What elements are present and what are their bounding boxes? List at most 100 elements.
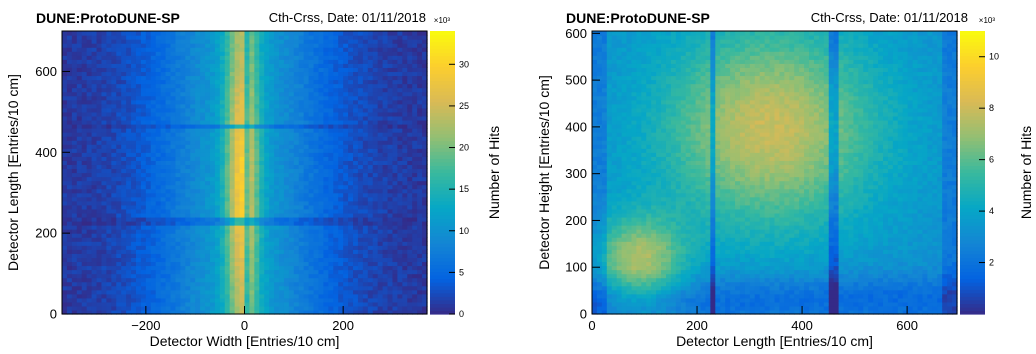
heatmap-cell xyxy=(318,184,325,190)
heatmap-cell xyxy=(219,79,226,85)
heatmap-cell xyxy=(66,107,73,113)
heatmap-cell xyxy=(91,200,98,206)
heatmap-cell xyxy=(209,172,216,178)
heatmap-cell xyxy=(111,99,117,105)
heatmap-cell xyxy=(298,265,305,271)
heatmap-cell xyxy=(81,47,88,52)
heatmap-cell xyxy=(333,35,339,40)
heatmap-cell xyxy=(387,172,394,178)
heatmap-cell xyxy=(353,285,359,291)
heatmap-cell xyxy=(185,233,191,238)
heatmap-cell xyxy=(367,39,374,44)
heatmap-cell xyxy=(298,184,305,190)
heatmap-cell xyxy=(269,172,275,178)
heatmap-cell xyxy=(76,91,83,97)
heatmap-cell xyxy=(269,67,275,73)
heatmap-cell xyxy=(254,176,260,182)
heatmap-cell xyxy=(249,83,255,89)
heatmap-cell xyxy=(229,301,236,307)
heatmap-cell xyxy=(283,168,290,174)
heatmap-cell xyxy=(175,43,181,48)
heatmap-cell xyxy=(126,128,132,133)
heatmap-cell xyxy=(219,148,226,153)
heatmap-cell xyxy=(150,289,157,295)
heatmap-cell xyxy=(214,192,221,198)
heatmap-cell xyxy=(71,285,78,291)
heatmap-cell xyxy=(160,188,167,194)
heatmap-cell xyxy=(387,196,394,202)
heatmap-cell xyxy=(377,35,384,40)
heatmap-cell xyxy=(135,176,142,182)
heatmap-cell xyxy=(229,55,236,60)
heatmap-cell xyxy=(308,212,315,218)
heatmap-cell xyxy=(323,144,329,149)
heatmap-cell xyxy=(229,107,236,113)
heatmap-cell xyxy=(96,152,103,157)
heatmap-cell xyxy=(293,229,300,234)
heatmap-cell xyxy=(96,156,103,161)
heatmap-cell xyxy=(180,225,186,230)
heatmap-cell xyxy=(76,172,83,178)
heatmap-cell xyxy=(367,111,374,117)
heatmap-cell xyxy=(66,156,73,161)
heatmap-cell xyxy=(101,293,107,299)
heatmap-cell xyxy=(62,277,68,283)
heatmap-cell xyxy=(372,309,379,315)
heatmap-cell xyxy=(200,249,206,254)
heatmap-cell xyxy=(397,245,403,250)
heatmap-cell xyxy=(338,188,344,194)
heatmap-cell xyxy=(126,55,132,60)
heatmap-cell xyxy=(367,55,374,60)
heatmap-cell xyxy=(106,168,112,174)
heatmap-cell xyxy=(81,75,88,81)
heatmap-cell xyxy=(219,71,226,77)
heatmap-cell xyxy=(392,188,398,194)
heatmap-cell xyxy=(279,253,285,258)
heatmap-cell xyxy=(338,196,344,202)
heatmap-cell xyxy=(190,99,196,105)
heatmap-cell xyxy=(219,249,226,254)
heatmap-cell xyxy=(190,51,196,56)
heatmap-cell xyxy=(205,140,211,145)
heatmap-cell xyxy=(86,204,93,210)
heatmap-cell xyxy=(234,111,241,117)
heatmap-cell xyxy=(116,309,122,315)
heatmap-cell xyxy=(249,212,255,218)
heatmap-cell xyxy=(160,180,167,186)
heatmap-cell xyxy=(86,225,93,230)
heatmap-cell xyxy=(249,233,255,238)
heatmap-cell xyxy=(259,156,265,161)
heatmap-cell xyxy=(288,115,295,121)
heatmap-cell xyxy=(348,75,354,81)
heatmap-cell xyxy=(288,180,295,186)
heatmap-cell xyxy=(259,241,265,246)
heatmap-cell xyxy=(367,200,374,206)
heatmap-cell xyxy=(303,305,310,311)
heatmap-cell xyxy=(367,172,374,178)
heatmap-cell xyxy=(214,95,221,101)
heatmap-cell xyxy=(293,99,300,105)
heatmap-cell xyxy=(140,192,147,198)
heatmap-cell xyxy=(160,237,167,242)
heatmap-cell xyxy=(283,148,290,153)
heatmap-cell xyxy=(96,265,103,271)
heatmap-cell xyxy=(293,212,300,218)
heatmap-cell xyxy=(254,237,260,242)
heatmap-cell xyxy=(81,132,88,137)
heatmap-cell xyxy=(283,111,290,117)
heatmap-cell xyxy=(239,148,246,153)
heatmap-cell xyxy=(239,253,246,258)
heatmap-cell xyxy=(205,176,211,182)
heatmap-cell xyxy=(308,136,315,141)
heatmap-cell xyxy=(190,43,196,48)
heatmap-cell xyxy=(377,233,384,238)
heatmap-cell xyxy=(76,188,83,194)
heatmap-cell xyxy=(382,115,389,121)
heatmap-cell xyxy=(180,47,186,52)
heatmap-cell xyxy=(116,87,122,93)
heatmap-cell xyxy=(397,249,403,254)
heatmap-cell xyxy=(160,152,167,157)
heatmap-cell xyxy=(397,237,403,242)
heatmap-cell xyxy=(214,225,221,230)
heatmap-cell xyxy=(362,196,369,202)
